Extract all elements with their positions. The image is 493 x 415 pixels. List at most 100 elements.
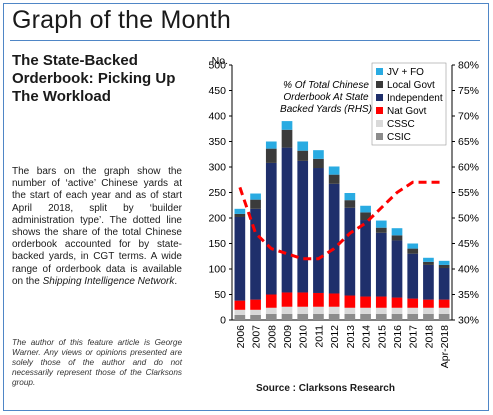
x-tick-label: 2010 — [298, 325, 310, 349]
y2-tick-label: 60% — [458, 162, 479, 174]
bar-segment — [423, 264, 434, 300]
x-tick-label: Apr-2018 — [439, 325, 451, 368]
bar-segment — [265, 148, 277, 163]
y2-tick-label: 80% — [458, 60, 479, 72]
line-annotation: % Of Total Chinese Orderbook At State Back… — [280, 80, 372, 115]
legend-label: Local Govt — [387, 80, 435, 91]
y2-tick-label: 50% — [458, 213, 479, 225]
y-tick-label: 200 — [208, 213, 226, 225]
legend-swatch — [376, 133, 383, 140]
legend-label: Nat Govt — [387, 106, 427, 117]
y-tick-label: 350 — [208, 136, 226, 148]
shipping-intelligence-network-link[interactable]: Shipping Intelligence Network — [42, 275, 175, 287]
legend-swatch — [376, 81, 383, 88]
bar-segment — [423, 307, 434, 314]
bar-segment — [313, 150, 324, 159]
article-body: The bars on the graph show the number of… — [12, 166, 182, 288]
x-tick-label: 2013 — [345, 325, 357, 349]
bar-segment — [234, 309, 246, 315]
bar-segment — [250, 309, 261, 315]
bar-segment — [281, 121, 293, 130]
bar-segment — [375, 313, 387, 320]
y-tick-label: 250 — [208, 187, 226, 199]
legend-label: JV + FO — [387, 67, 424, 78]
bar-segment — [423, 313, 434, 320]
y-axis-label: No. — [212, 55, 228, 67]
bar-segment — [234, 314, 246, 320]
bar-segment — [438, 267, 450, 300]
legend-swatch — [376, 94, 383, 101]
line-annotation-line: Orderbook At State — [283, 92, 369, 103]
x-tick-label: 2018 — [423, 325, 435, 349]
bar-segment — [234, 213, 246, 217]
y2-tick-label: 45% — [458, 238, 479, 250]
bar-segment — [313, 168, 324, 293]
bar-segment — [313, 313, 324, 320]
y-tick-label: 100 — [208, 264, 226, 276]
y2-tick-label: 40% — [458, 264, 479, 276]
x-tick-label: 2016 — [392, 325, 404, 349]
bar-segment — [328, 306, 340, 314]
bar-segment — [250, 199, 261, 209]
y-tick-label: 450 — [208, 85, 226, 97]
bar-segment — [297, 160, 309, 293]
line-annotation-line: % Of Total Chinese — [283, 80, 369, 91]
bar-segment — [375, 232, 387, 297]
bar-segment — [297, 292, 309, 307]
legend-box — [371, 62, 447, 146]
bar-segment — [344, 313, 356, 320]
y-tick-label: 50 — [214, 289, 226, 301]
bar-segment — [297, 141, 309, 151]
bar-segment — [391, 235, 403, 241]
bar-segment — [360, 307, 371, 314]
x-tick-label: 2015 — [376, 325, 388, 349]
article-body-text: The bars on the graph show the number of… — [12, 166, 182, 287]
bar-segment — [423, 299, 434, 308]
y-tick-label: 300 — [208, 162, 226, 174]
article-frame — [3, 3, 489, 411]
article-body-end: . — [174, 275, 178, 287]
title-divider — [10, 40, 480, 41]
bar-segment — [391, 228, 403, 236]
y-tick-label: 400 — [208, 111, 226, 123]
bar-segment — [281, 306, 293, 314]
x-tick-label: 2006 — [235, 325, 247, 349]
bar-segment — [407, 243, 419, 249]
line-series-state-share — [238, 180, 445, 261]
bar-segment — [234, 208, 246, 214]
bar-segment — [313, 158, 324, 169]
bar-segment — [265, 141, 277, 149]
x-tick-label: 2008 — [266, 325, 278, 349]
bar-segment — [328, 174, 340, 184]
bar-segment — [391, 313, 403, 320]
bar-segment — [281, 147, 293, 293]
x-tick-label: 2009 — [282, 325, 294, 349]
bar-segment — [281, 292, 293, 307]
legend-swatch — [376, 68, 383, 75]
y2-tick-label: 65% — [458, 136, 479, 148]
bar-segment — [297, 313, 309, 320]
bar-segment — [328, 293, 340, 307]
bar-segment — [375, 296, 387, 308]
author-note: The author of this feature article is Ge… — [12, 338, 182, 387]
bar-segment — [438, 264, 450, 268]
y2-tick-label: 35% — [458, 289, 479, 301]
chart-source: Source : Clarksons Research — [256, 383, 395, 394]
bar-segment — [265, 313, 277, 320]
y-tick-label: 150 — [208, 238, 226, 250]
bar-segment — [407, 253, 419, 299]
bar-segment — [297, 150, 309, 161]
legend-label: CSIC — [387, 132, 411, 143]
line-annotation-line: Backed Yards (RHS) — [280, 104, 372, 115]
legend-label: Independent — [387, 93, 443, 104]
bar-segment — [423, 261, 434, 265]
y2-tick-label: 30% — [458, 315, 479, 327]
legend-label: CSSC — [387, 119, 415, 130]
x-tick-label: 2017 — [408, 325, 420, 349]
bar-segment — [344, 193, 356, 201]
x-tick-label: 2007 — [251, 325, 263, 349]
bar-segment — [344, 307, 356, 314]
bar-segment — [250, 208, 261, 300]
y2-tick-label: 55% — [458, 187, 479, 199]
bar-segment — [407, 313, 419, 320]
